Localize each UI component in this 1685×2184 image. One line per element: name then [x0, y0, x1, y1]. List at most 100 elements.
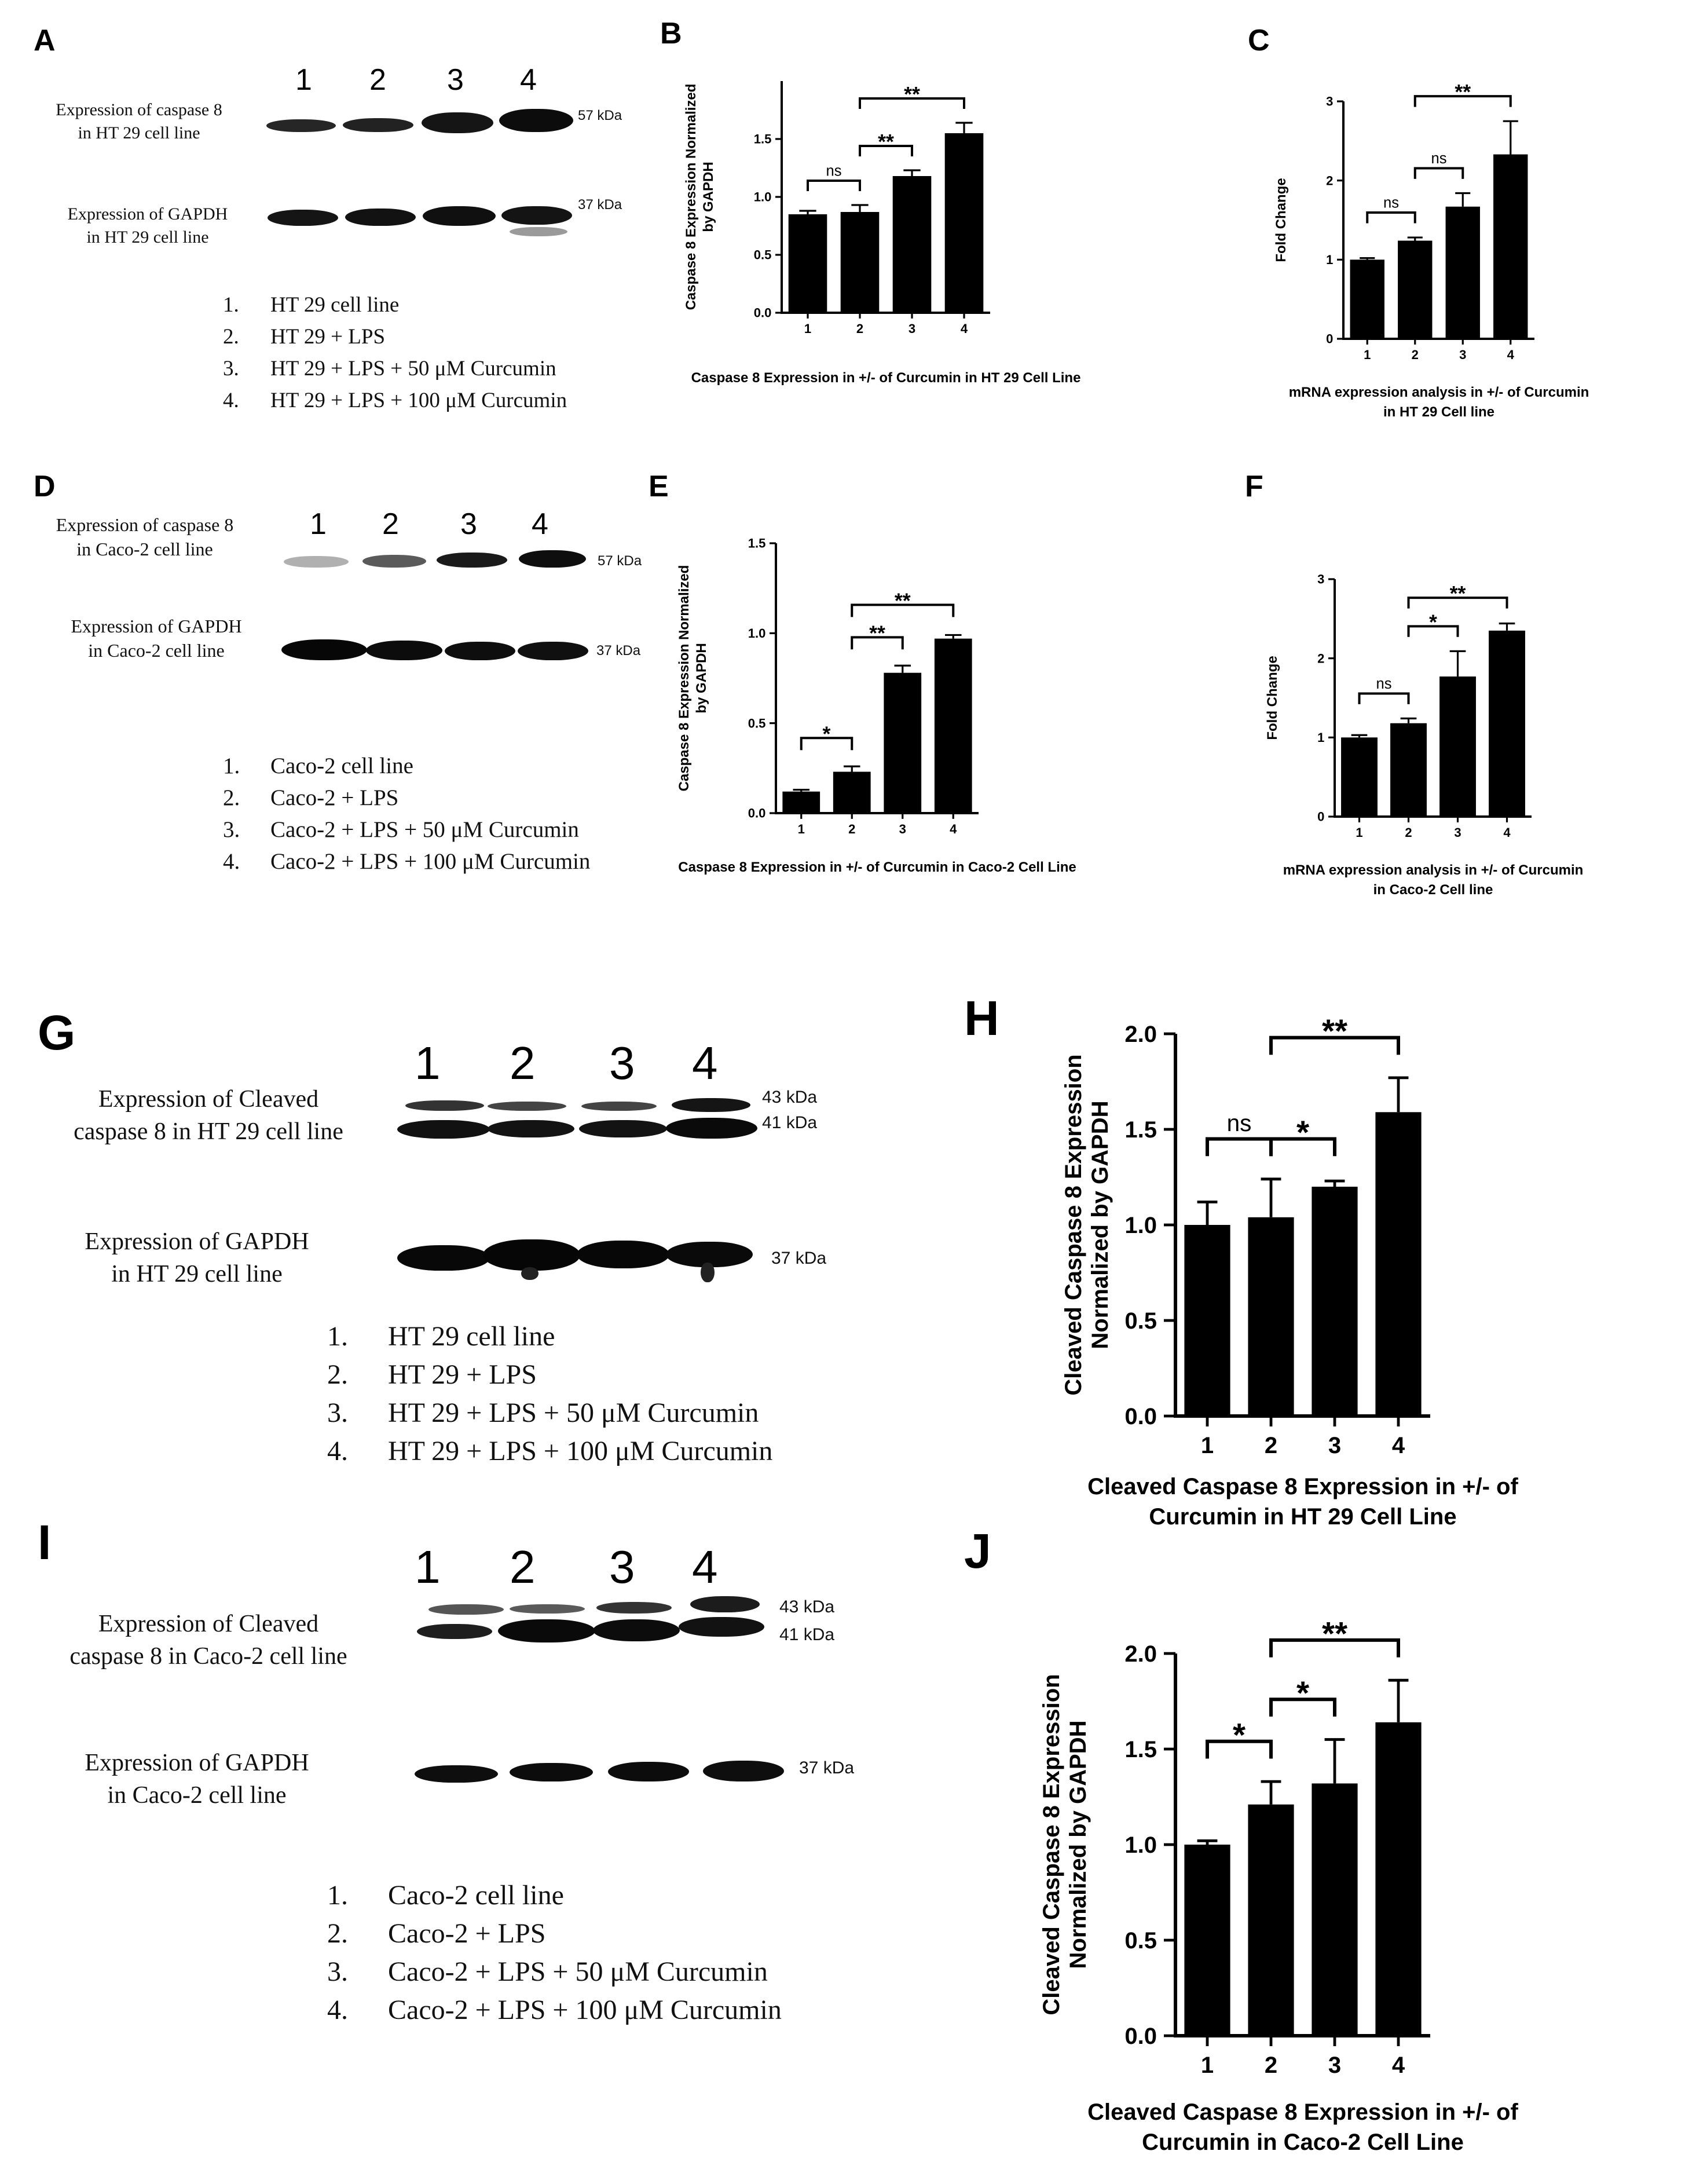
- legend-text: Caco-2 + LPS + 100 μM Curcumin: [388, 1995, 782, 2025]
- y-tick-label: 0: [1317, 810, 1324, 824]
- significance-bracket: [1358, 692, 1410, 704]
- lane-number: 1: [415, 1037, 441, 1089]
- legend-item: 1. Caco-2 cell line: [223, 753, 413, 779]
- gapdh-blot-label: Expression of GAPDH in Caco-2 cell line: [58, 1747, 336, 1812]
- significance-label: ns: [826, 163, 842, 180]
- blot-band: [362, 555, 426, 568]
- significance-label: **: [869, 621, 885, 645]
- x-axis-label-line: in HT 29 Cell line: [1383, 404, 1494, 420]
- blot-band: [498, 1619, 595, 1642]
- blot-band: [345, 208, 416, 226]
- blot-band: [281, 639, 367, 660]
- panel-letter-g: G: [38, 1005, 76, 1060]
- blot-band: [284, 556, 349, 568]
- bar: [840, 212, 880, 313]
- blot-band: [266, 119, 336, 132]
- y-axis-label-line: Cleaved Caspase 8 Expression: [1061, 1054, 1086, 1395]
- y-axis-label-line: Caspase 8 Expression Normalized: [683, 84, 699, 310]
- label-line: Expression of GAPDH: [67, 204, 228, 224]
- blot-band: [343, 118, 413, 132]
- label-line: Expression of caspase 8: [56, 100, 222, 119]
- blot-band: [397, 1245, 490, 1271]
- y-tick-label: 1.0: [1124, 1832, 1157, 1858]
- legend-item: 2. HT 29 + LPS: [223, 324, 385, 349]
- legend-number: 4.: [327, 1995, 348, 2025]
- blot-band: [510, 227, 567, 236]
- significance-label: **: [1322, 1014, 1347, 1050]
- x-axis-label-line: Cleaved Caspase 8 Expression in +/- of: [1087, 2099, 1518, 2125]
- x-tick-label: 3: [1328, 2053, 1341, 2078]
- significance-label: *: [823, 722, 831, 745]
- x-tick-label: 4: [1392, 2053, 1405, 2078]
- lane-number: 4: [692, 1541, 718, 1593]
- caspase-blot-label: Expression of caspase 8 in Caco-2 cell l…: [23, 513, 266, 561]
- kda-marker: 37 kDa: [771, 1249, 827, 1268]
- significance-bracket: [859, 97, 965, 109]
- y-tick-label: 0.5: [754, 248, 772, 262]
- x-axis-label-line: Cleaved Caspase 8 Expression in +/- of: [1087, 1474, 1518, 1499]
- legend-number: 2.: [327, 1918, 348, 1949]
- y-axis-label-line: Caspase 8 Expression Normalized: [676, 565, 692, 792]
- y-tick-label: 1.0: [748, 626, 766, 641]
- significance-bracket: [1269, 1036, 1400, 1055]
- blot-band: [593, 1619, 680, 1641]
- blot-band: [518, 642, 588, 660]
- legend-number: 2.: [223, 325, 239, 349]
- bar: [833, 771, 871, 813]
- legend-item: 4. Caco-2 + LPS + 100 μM Curcumin: [223, 848, 590, 875]
- legend-number: 1.: [223, 293, 239, 317]
- panel-letter-d: D: [34, 470, 56, 503]
- significance-bracket: [851, 603, 955, 617]
- legend-item: 3. Caco-2 + LPS + 50 μM Curcumin: [327, 1956, 768, 1988]
- significance-bracket: [1413, 95, 1512, 107]
- bar-chart-c: 0 1 2 3 1 2 3 4 ns ns ** Fold Change mRNA expression…: [1273, 81, 1589, 420]
- y-axis-label-line: Fold Change: [1265, 656, 1280, 740]
- y-tick-label: 2.0: [1124, 1022, 1157, 1047]
- y-axis-label-line: Normalized by GAPDH: [1087, 1101, 1113, 1349]
- y-tick-label: 2: [1317, 651, 1324, 665]
- significance-label: *: [1296, 1675, 1309, 1711]
- blot-band: [701, 1263, 715, 1282]
- y-axis-label: Caspase 8 Expression Normalized by GAPDH: [676, 565, 709, 792]
- blot-band: [499, 109, 573, 132]
- x-tick-label: 3: [909, 321, 915, 336]
- legend-number: 1.: [327, 1321, 348, 1352]
- x-axis-label: mRNA expression analysis in +/- of Curcu…: [1283, 862, 1584, 898]
- caspase-blot-label: Expression of caspase 8 in HT 29 cell li…: [23, 98, 255, 145]
- kda-marker: 37 kDa: [799, 1758, 855, 1777]
- label-line: in HT 29 cell line: [86, 228, 209, 247]
- bar: [1489, 630, 1525, 817]
- bar: [1248, 1217, 1294, 1416]
- y-tick-label: 1: [1317, 730, 1324, 745]
- legend-number: 4.: [223, 849, 240, 874]
- cleaved-caspase-blot-label: Expression of Cleaved caspase 8 in Caco-…: [35, 1608, 382, 1673]
- y-axis-label: Fold Change: [1265, 656, 1280, 740]
- lane-number: 1: [295, 63, 312, 97]
- x-axis-label-line: Curcumin in Caco-2 Cell Line: [1142, 2130, 1464, 2155]
- x-axis-label: Caspase 8 Expression in +/- of Curcumin …: [678, 859, 1076, 875]
- legend-text: HT 29 + LPS + 100 μM Curcumin: [388, 1436, 773, 1466]
- label-line: Expression of caspase 8: [56, 514, 234, 535]
- x-tick-label: 2: [856, 321, 863, 336]
- kda-marker: 43 kDa: [762, 1088, 818, 1107]
- lane-number: 3: [447, 63, 464, 97]
- kda-marker: 41 kDa: [762, 1113, 818, 1132]
- blot-band: [703, 1761, 784, 1781]
- blot-band: [510, 1604, 585, 1614]
- legend-number: 2.: [327, 1359, 348, 1390]
- y-tick-label: 1.5: [754, 132, 772, 147]
- kda-marker: 37 kDa: [596, 643, 641, 659]
- label-line: Expression of GAPDH: [85, 1228, 309, 1255]
- lane-number: 2: [382, 507, 399, 541]
- panel-letter-i: I: [38, 1515, 52, 1570]
- blot-band: [422, 112, 493, 133]
- significance-bracket: [800, 737, 854, 751]
- significance-bracket: [1206, 1137, 1273, 1157]
- significance-label: *: [1429, 610, 1437, 634]
- x-tick-label: 1: [1364, 347, 1371, 362]
- bar: [1439, 676, 1476, 817]
- y-axis-label-line: Normalized by GAPDH: [1065, 1721, 1091, 1969]
- x-axis-label-line: Caspase 8 Expression in +/- of Curcumin …: [678, 859, 1076, 875]
- x-tick-label: 4: [950, 822, 957, 836]
